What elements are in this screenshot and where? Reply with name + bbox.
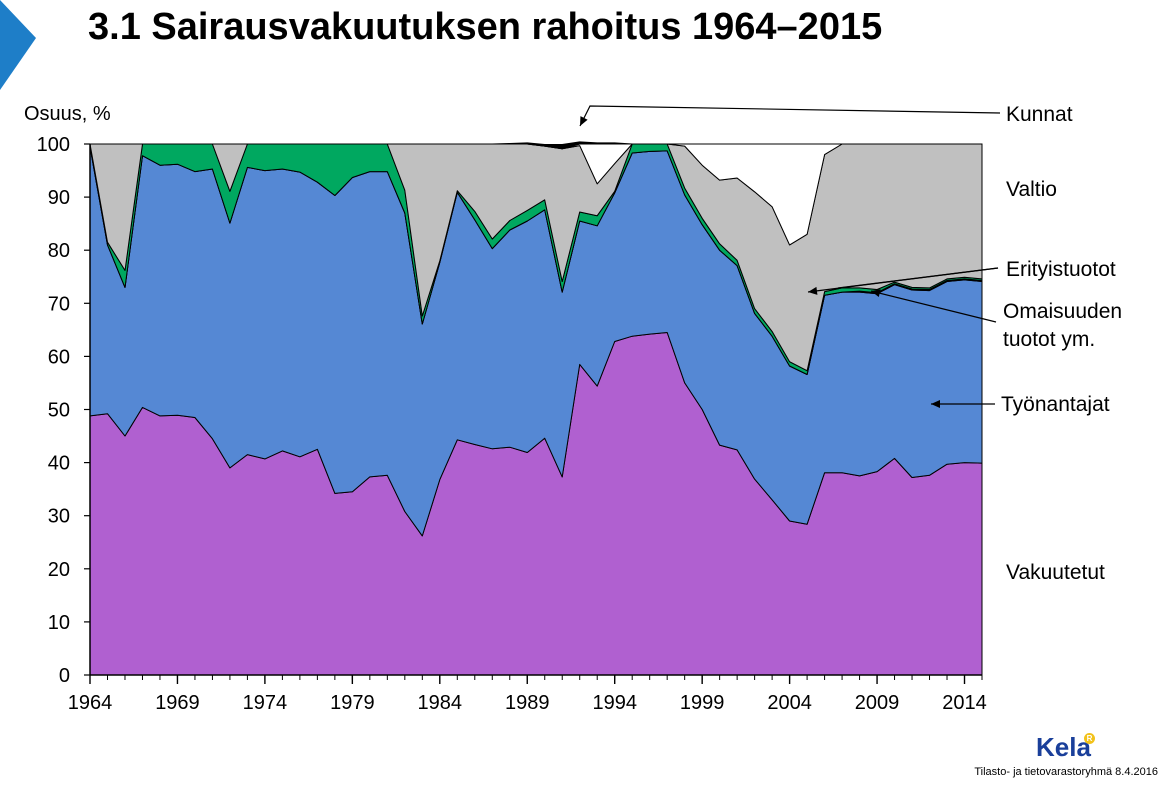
x-tick-label: 1964 xyxy=(68,692,113,714)
corner-decoration xyxy=(0,0,36,90)
y-tick-label: 30 xyxy=(48,506,70,528)
arrow-omaisuus-head xyxy=(871,289,881,298)
y-tick-label: 50 xyxy=(48,400,70,422)
arrow-kunnat-line xyxy=(579,105,1001,127)
y-tick-label: 10 xyxy=(48,612,70,634)
x-tick-label: 1999 xyxy=(680,692,725,714)
y-tick-label: 80 xyxy=(48,240,70,262)
x-tick-label: 1969 xyxy=(155,692,200,714)
x-tick-label: 1974 xyxy=(243,692,288,714)
label-tyonantajat: Työnantajat xyxy=(1001,393,1110,416)
corner-chevron-shape xyxy=(0,0,36,90)
label-tuotot-ym: tuotot ym. xyxy=(1003,328,1095,351)
y-tick-label: 40 xyxy=(48,453,70,475)
label-valtio: Valtio xyxy=(1006,178,1057,201)
kela-logo: Kela xyxy=(1036,732,1091,762)
label-erityistuotot: Erityistuotot xyxy=(1006,258,1116,281)
slide-title: 3.1 Sairausvakuutuksen rahoitus 1964–201… xyxy=(88,6,883,48)
x-tick-label: 2014 xyxy=(942,692,987,714)
y-tick-label: 90 xyxy=(48,187,70,209)
x-tick-label: 2009 xyxy=(855,692,900,714)
label-vakuutetut: Vakuutetut xyxy=(1006,561,1105,584)
y-tick-label: 0 xyxy=(59,665,70,687)
y-tick-label: 100 xyxy=(37,134,70,156)
arrow-erityistuotot-head xyxy=(808,286,818,295)
x-tick-label: 1994 xyxy=(592,692,637,714)
x-tick-label: 2004 xyxy=(767,692,812,714)
y-tick-label: 60 xyxy=(48,346,70,368)
label-kunnat: Kunnat xyxy=(1006,103,1073,126)
x-tick-label: 1984 xyxy=(418,692,463,714)
registered-mark: R xyxy=(1084,733,1095,744)
y-tick-label: 20 xyxy=(48,559,70,581)
label-omaisuuden: Omaisuuden xyxy=(1003,300,1122,323)
footer-text: Tilasto- ja tietovarastoryhmä 8.4.2016 xyxy=(974,766,1158,778)
y-tick-label: 70 xyxy=(48,293,70,315)
arrow-tyonantajat-head xyxy=(931,400,940,408)
y-axis-label: Osuus, % xyxy=(24,103,111,125)
arrow-kunnat-head xyxy=(580,116,588,126)
x-tick-label: 1979 xyxy=(330,692,375,714)
arrow-omaisuus-line xyxy=(870,290,997,323)
x-tick-label: 1989 xyxy=(505,692,550,714)
arrow-erityistuotot-2 xyxy=(837,267,999,289)
